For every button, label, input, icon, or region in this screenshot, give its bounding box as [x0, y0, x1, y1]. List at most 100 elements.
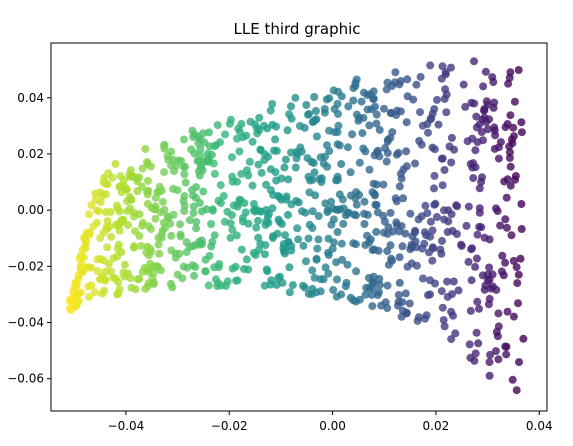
scatter-point: [444, 206, 452, 214]
scatter-point: [334, 140, 342, 148]
scatter-point: [183, 264, 191, 272]
scatter-point: [372, 120, 380, 128]
scatter-point: [115, 222, 123, 230]
scatter-point: [161, 206, 169, 214]
scatter-point: [167, 232, 175, 240]
scatter-point: [495, 322, 503, 330]
scatter-point: [308, 158, 316, 166]
scatter-point: [221, 130, 229, 138]
scatter-point: [289, 281, 297, 289]
scatter-point: [180, 136, 188, 144]
scatter-point: [368, 279, 376, 287]
scatter-point: [486, 358, 494, 366]
scatter-point: [429, 244, 437, 252]
scatter-point: [504, 308, 512, 316]
scatter-point: [436, 246, 444, 254]
scatter-point: [279, 244, 287, 252]
scatter-point: [513, 386, 521, 394]
scatter-point: [252, 224, 260, 232]
scatter-point: [494, 355, 502, 363]
scatter-point: [517, 200, 525, 208]
scatter-point: [411, 160, 419, 168]
scatter-point: [287, 102, 295, 110]
scatter-point: [98, 290, 106, 298]
scatter-point: [285, 263, 293, 271]
x-tick-label: 0.02: [423, 419, 450, 433]
scatter-point: [206, 252, 214, 260]
scatter-point: [232, 277, 240, 285]
scatter-point: [362, 291, 370, 299]
scatter-point: [515, 66, 523, 74]
y-axis: 0.040.020.00−0.02−0.04−0.06: [7, 91, 51, 386]
scatter-point: [419, 275, 427, 283]
scatter-point: [142, 249, 150, 257]
scatter-point: [501, 215, 509, 223]
scatter-point: [347, 168, 355, 176]
scatter-point: [495, 143, 503, 151]
scatter-point: [98, 272, 106, 280]
scatter-point: [504, 80, 512, 88]
scatter-point: [164, 152, 172, 160]
scatter-point: [239, 218, 247, 226]
scatter-point: [433, 96, 441, 104]
x-tick-label: −0.04: [108, 419, 145, 433]
scatter-point: [513, 279, 521, 287]
scatter-point: [268, 100, 276, 108]
scatter-point: [414, 317, 422, 325]
scatter-point: [373, 111, 381, 119]
scatter-point: [97, 198, 105, 206]
scatter-point: [267, 165, 275, 173]
scatter-point: [486, 295, 494, 303]
scatter-point: [269, 121, 277, 129]
scatter-point: [393, 151, 401, 159]
scatter-point: [354, 117, 362, 125]
scatter-point: [441, 166, 449, 174]
scatter-point: [195, 167, 203, 175]
scatter-point: [365, 239, 373, 247]
scatter-point: [440, 216, 448, 224]
scatter-point: [150, 280, 158, 288]
scatter-point: [380, 105, 388, 113]
scatter-point: [282, 156, 290, 164]
scatter-point: [128, 284, 136, 292]
scatter-point: [348, 130, 356, 138]
scatter-point: [178, 274, 186, 282]
scatter-point: [249, 138, 257, 146]
scatter-points: [66, 57, 528, 394]
scatter-point: [228, 153, 236, 161]
scatter-point: [176, 231, 184, 239]
scatter-point: [73, 300, 81, 308]
scatter-point: [508, 136, 516, 144]
scatter-point: [160, 145, 168, 153]
scatter-point: [423, 209, 431, 217]
scatter-point: [439, 181, 447, 189]
scatter-point: [396, 182, 404, 190]
scatter-point: [444, 293, 452, 301]
scatter-point: [388, 128, 396, 136]
scatter-point: [314, 235, 322, 243]
scatter-point: [85, 210, 93, 218]
scatter-point: [74, 289, 82, 297]
scatter-point: [203, 157, 211, 165]
scatter-point: [242, 208, 250, 216]
scatter-point: [182, 179, 190, 187]
scatter-point: [296, 122, 304, 130]
scatter-point: [426, 61, 434, 69]
scatter-point: [302, 101, 310, 109]
scatter-point: [262, 181, 270, 189]
scatter-point: [384, 149, 392, 157]
scatter-point: [334, 100, 342, 108]
scatter-point: [108, 174, 116, 182]
scatter-point: [113, 290, 121, 298]
scatter-point: [202, 205, 210, 213]
scatter-point: [254, 161, 262, 169]
scatter-point: [299, 242, 307, 250]
scatter-point: [313, 133, 321, 141]
scatter-point: [460, 81, 468, 89]
scatter-point: [351, 194, 359, 202]
scatter-point: [305, 110, 313, 118]
scatter-point: [442, 108, 450, 116]
scatter-point: [144, 177, 152, 185]
x-tick-label: −0.02: [211, 419, 248, 433]
y-tick-label: 0.04: [17, 91, 44, 105]
